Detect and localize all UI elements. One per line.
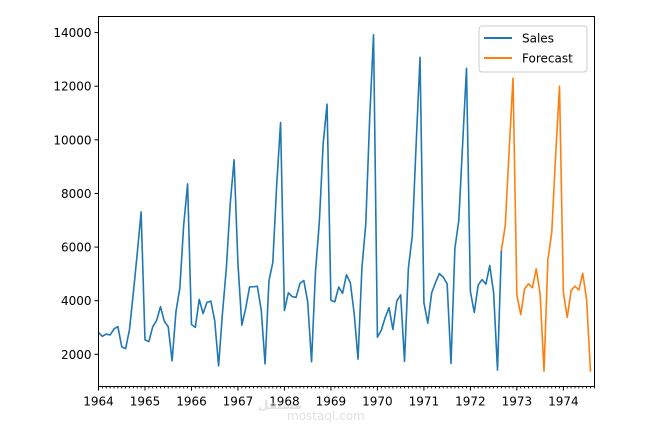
series-line-forecast: [500, 77, 592, 373]
x-tick-label: 1974: [548, 395, 579, 409]
x-tick-label: 1973: [502, 395, 533, 409]
watermark: مستقل mostaql.com: [258, 398, 365, 423]
x-tick-label: 1967: [223, 395, 254, 409]
y-axis: 2000 4000 6000 8000 10000 12000 14000: [53, 26, 99, 362]
y-tick-label: 2000: [61, 348, 92, 362]
watermark-logo-text: مستقل: [258, 398, 302, 412]
x-tick-label: 1968: [269, 395, 300, 409]
y-tick-label: 10000: [53, 133, 91, 147]
x-tick-label: 1971: [409, 395, 440, 409]
x-tick-label: 1972: [455, 395, 486, 409]
y-tick-label: 6000: [61, 241, 92, 255]
y-tick-label: 8000: [61, 187, 92, 201]
y-tick-label: 14000: [53, 26, 91, 40]
watermark-text: mostaql.com: [287, 409, 365, 423]
x-tick-label: 1966: [176, 395, 207, 409]
x-axis: 1964 1965 1966 1967 1968 1969 1970 1971 1972 1973…: [83, 386, 595, 409]
x-tick-label: 1964: [83, 395, 114, 409]
legend: Sales Forecast: [478, 25, 588, 73]
x-tick-label: 1965: [130, 395, 161, 409]
legend-sales-label: Sales: [522, 32, 554, 46]
series-line-sales: [97, 34, 503, 371]
y-tick-label: 12000: [53, 80, 91, 94]
x-tick-label: 1970: [362, 395, 393, 409]
x-tick-label: 1969: [316, 395, 347, 409]
legend-forecast-label: Forecast: [522, 52, 573, 66]
plot-lines: [97, 34, 592, 373]
y-tick-label: 4000: [61, 294, 92, 308]
